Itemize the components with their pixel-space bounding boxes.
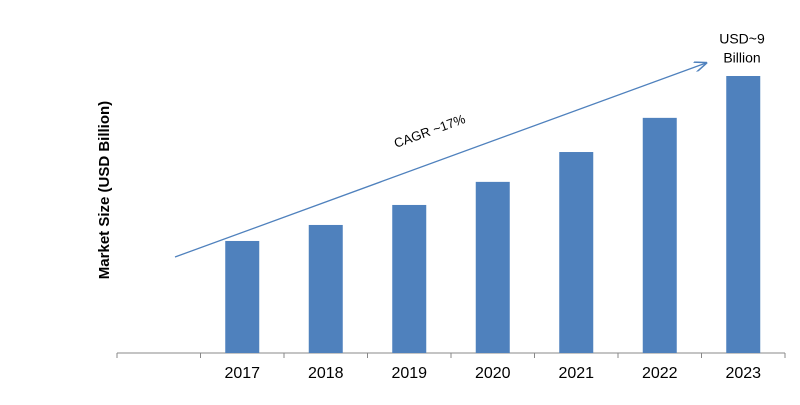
bar xyxy=(642,117,677,353)
x-tick-label: 2018 xyxy=(308,365,344,382)
x-tick-label: 2019 xyxy=(391,365,427,382)
x-tick-label: 2017 xyxy=(224,365,260,382)
bar xyxy=(308,224,343,353)
y-axis-label: Market Size (USD Billion) xyxy=(96,101,113,279)
cagr-arrow xyxy=(174,63,706,258)
x-tick-label: 2021 xyxy=(558,365,594,382)
bar xyxy=(726,76,761,353)
bar xyxy=(559,152,594,353)
cagr-label: CAGR ~17% xyxy=(392,111,468,151)
bar xyxy=(225,240,260,353)
end-value-label: USD~9 xyxy=(719,31,765,47)
x-tick-label: 2022 xyxy=(642,365,678,382)
x-tick-label: 2023 xyxy=(725,365,761,382)
bar xyxy=(392,204,427,353)
bar xyxy=(475,181,510,353)
end-value-label: Billion xyxy=(723,50,760,66)
x-tick-label: 2020 xyxy=(475,365,511,382)
